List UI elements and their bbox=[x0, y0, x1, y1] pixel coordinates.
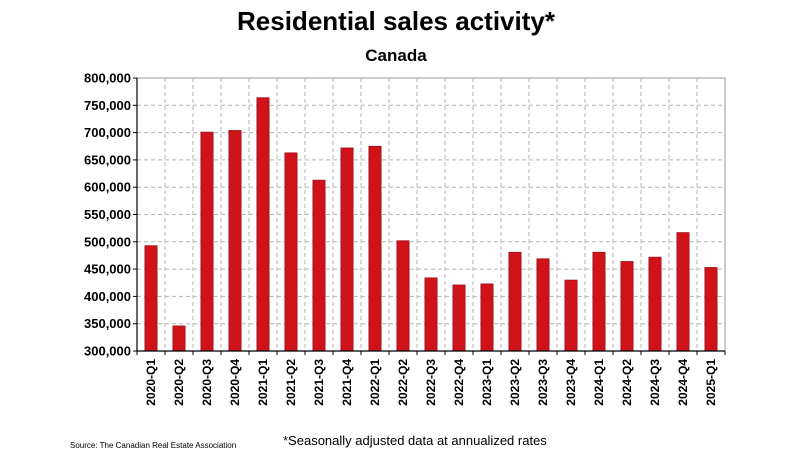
bar bbox=[396, 240, 410, 352]
bar bbox=[340, 147, 354, 352]
x-tick-label: 2023-Q2 bbox=[508, 359, 522, 406]
y-tick-label: 400,000 bbox=[84, 289, 131, 304]
y-tick-label: 450,000 bbox=[84, 262, 131, 277]
x-tick-label: 2022-Q4 bbox=[452, 359, 466, 406]
x-tick-label: 2020-Q1 bbox=[144, 359, 158, 406]
bar bbox=[704, 267, 718, 352]
x-tick-label: 2021-Q4 bbox=[340, 359, 354, 406]
y-tick-label: 500,000 bbox=[84, 234, 131, 249]
x-tick-label: 2023-Q4 bbox=[564, 359, 578, 406]
bar bbox=[424, 277, 438, 352]
x-tick-label: 2024-Q4 bbox=[676, 359, 690, 406]
x-tick-label: 2023-Q3 bbox=[536, 359, 550, 406]
bar bbox=[284, 152, 298, 352]
x-tick-label: 2024-Q3 bbox=[648, 359, 662, 406]
source-note: Source: The Canadian Real Estate Associa… bbox=[70, 441, 237, 450]
y-tick-label: 750,000 bbox=[84, 98, 131, 113]
bar bbox=[228, 130, 242, 352]
bar bbox=[368, 145, 382, 352]
x-tick-label: 2020-Q3 bbox=[200, 359, 214, 406]
y-tick-label: 700,000 bbox=[84, 125, 131, 140]
chart-title: Residential sales activity* bbox=[237, 6, 555, 36]
y-tick-label: 350,000 bbox=[84, 316, 131, 331]
bar bbox=[536, 258, 550, 352]
x-tick-label: 2022-Q3 bbox=[424, 359, 438, 406]
x-tick-label: 2022-Q2 bbox=[396, 359, 410, 406]
bar bbox=[144, 245, 158, 352]
bar bbox=[564, 279, 578, 352]
y-tick-label: 650,000 bbox=[84, 152, 131, 167]
x-tick-label: 2024-Q2 bbox=[620, 359, 634, 406]
y-tick-label: 300,000 bbox=[84, 344, 131, 359]
bar bbox=[620, 261, 634, 352]
bar bbox=[508, 251, 522, 352]
bar bbox=[676, 232, 690, 352]
chart-subtitle: Canada bbox=[365, 46, 427, 65]
bar bbox=[200, 131, 214, 352]
bar bbox=[452, 284, 466, 352]
bar bbox=[312, 179, 326, 352]
x-tick-label: 2021-Q3 bbox=[312, 359, 326, 406]
y-tick-label: 600,000 bbox=[84, 180, 131, 195]
x-tick-label: 2020-Q2 bbox=[172, 359, 186, 406]
bar bbox=[480, 283, 494, 352]
x-tick-label: 2020-Q4 bbox=[228, 359, 242, 406]
x-tick-label: 2021-Q1 bbox=[256, 359, 270, 406]
x-tick-label: 2021-Q2 bbox=[284, 359, 298, 406]
footnote: *Seasonally adjusted data at annualized … bbox=[283, 433, 547, 448]
x-tick-label: 2025-Q1 bbox=[704, 359, 718, 406]
bar bbox=[256, 97, 270, 352]
y-tick-label: 800,000 bbox=[84, 71, 131, 86]
x-tick-label: 2023-Q1 bbox=[480, 359, 494, 406]
y-tick-label: 550,000 bbox=[84, 207, 131, 222]
bar bbox=[172, 325, 186, 352]
x-tick-label: 2022-Q1 bbox=[368, 359, 382, 406]
x-tick-label: 2024-Q1 bbox=[592, 359, 606, 406]
bar bbox=[592, 251, 606, 352]
bar bbox=[648, 256, 662, 352]
